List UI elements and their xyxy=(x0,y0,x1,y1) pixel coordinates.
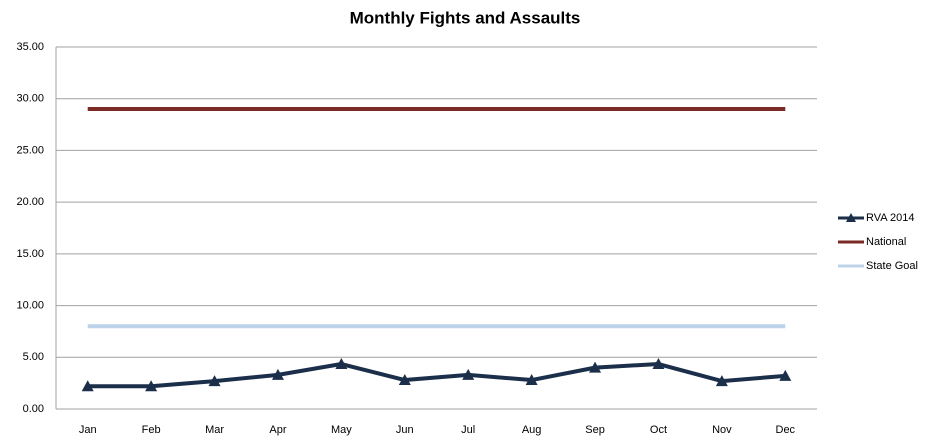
marker xyxy=(525,374,538,386)
y-tick-label: 25.00 xyxy=(16,144,44,156)
marker xyxy=(145,380,158,392)
marker xyxy=(81,380,94,392)
legend-marker xyxy=(846,213,856,222)
y-tick-label: 35.00 xyxy=(16,41,44,53)
x-tick-label: Dec xyxy=(776,424,796,436)
y-tick-label: 20.00 xyxy=(16,196,44,208)
marker xyxy=(589,361,602,373)
marker xyxy=(462,368,475,380)
x-tick-label: Apr xyxy=(269,424,286,436)
series-line xyxy=(87,362,786,389)
x-tick-label: Nov xyxy=(712,424,732,436)
y-tick-label: 30.00 xyxy=(16,93,44,105)
marker xyxy=(208,375,221,387)
marker xyxy=(335,358,348,370)
x-tick-label: May xyxy=(331,424,352,436)
y-tick-label: 0.00 xyxy=(23,403,44,415)
x-tick-label: Oct xyxy=(650,424,667,436)
x-tick-label: Jun xyxy=(396,424,414,436)
legend-label: National xyxy=(866,236,906,248)
x-tick-label: Feb xyxy=(142,424,161,436)
marker xyxy=(652,358,665,370)
marker xyxy=(779,369,792,381)
y-tick-label: 10.00 xyxy=(16,299,44,311)
marker xyxy=(271,368,284,380)
legend-label: State Goal xyxy=(866,260,918,272)
x-tick-label: Jul xyxy=(461,424,475,436)
x-tick-label: Sep xyxy=(585,424,605,436)
y-tick-label: 5.00 xyxy=(23,351,44,363)
chart-title: Monthly Fights and Assaults xyxy=(350,8,581,27)
marker xyxy=(398,374,411,386)
x-tick-label: Aug xyxy=(522,424,542,436)
y-tick-label: 15.00 xyxy=(16,248,44,260)
x-tick-label: Jan xyxy=(79,424,97,436)
x-tick-label: Mar xyxy=(205,424,224,436)
marker xyxy=(715,375,728,387)
legend-label: RVA 2014 xyxy=(866,212,915,224)
